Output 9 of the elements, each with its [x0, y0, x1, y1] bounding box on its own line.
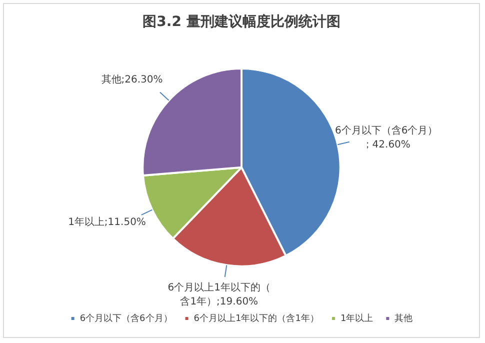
- chart-title: 图3.2 量刑建议幅度比例统计图: [142, 13, 340, 30]
- data-label: 其他;26.30%: [101, 74, 163, 86]
- data-label: 6个月以下（含6个月）；42.60%: [334, 124, 438, 150]
- data-label: 1年以上;11.50%: [68, 216, 146, 228]
- data-label: 6个月以上1年以下的（含1年）;19.60%: [168, 281, 271, 308]
- legend-label: 其他: [394, 312, 413, 324]
- legend-label: 6个月以上1年以下的（含1年）: [194, 312, 319, 324]
- legend-label: 6个月以下（含6个月）: [80, 312, 172, 324]
- legend-label: 1年以上: [340, 312, 374, 324]
